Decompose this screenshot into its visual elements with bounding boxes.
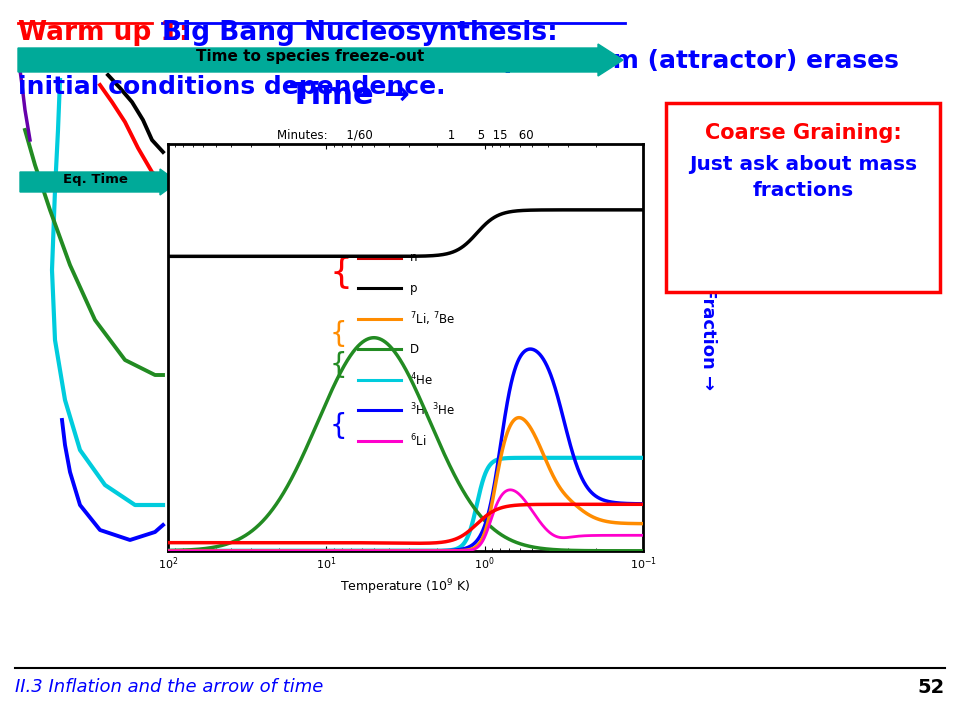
Text: Time to species freeze-out: Time to species freeze-out xyxy=(196,50,424,65)
Text: Time →: Time → xyxy=(290,81,410,109)
X-axis label: Temperature ($10^9$ K): Temperature ($10^9$ K) xyxy=(341,578,470,598)
Text: Big Bang Nucleosynthesis:: Big Bang Nucleosynthesis: xyxy=(162,20,558,46)
Text: 52: 52 xyxy=(918,678,945,697)
Text: $^7$Li, $^7$Be: $^7$Li, $^7$Be xyxy=(410,310,456,328)
Title: Minutes:     1/60                    1      5  15   60: Minutes: 1/60 1 5 15 60 xyxy=(277,128,534,141)
Text: {: { xyxy=(329,412,348,440)
Text: $^6$Li: $^6$Li xyxy=(410,433,427,449)
Text: D: D xyxy=(410,343,420,356)
Text: n: n xyxy=(410,251,418,264)
Text: Warm up 1:: Warm up 1: xyxy=(18,20,189,46)
Text: Mass Fraction →: Mass Fraction → xyxy=(699,230,717,390)
Text: initial conditions dependence.: initial conditions dependence. xyxy=(18,75,445,99)
FancyBboxPatch shape xyxy=(666,103,940,292)
Text: $^3$H, $^3$He: $^3$H, $^3$He xyxy=(410,402,455,419)
Text: Just ask about mass
fractions: Just ask about mass fractions xyxy=(689,155,917,200)
Text: Nuclear Statistical (“chemical”) equilibrium (attractor) erases: Nuclear Statistical (“chemical”) equilib… xyxy=(18,49,899,73)
Text: Coarse Graining:: Coarse Graining: xyxy=(705,123,901,143)
Text: Eq. Time: Eq. Time xyxy=(62,174,128,186)
Text: {: { xyxy=(329,320,348,348)
Text: {: { xyxy=(329,256,352,290)
Text: $^4$He: $^4$He xyxy=(410,372,434,388)
FancyArrow shape xyxy=(20,169,178,195)
Text: p: p xyxy=(410,282,418,295)
FancyArrow shape xyxy=(18,44,623,76)
Text: II.3 Inflation and the arrow of time: II.3 Inflation and the arrow of time xyxy=(15,678,324,696)
Text: {: { xyxy=(329,351,348,379)
